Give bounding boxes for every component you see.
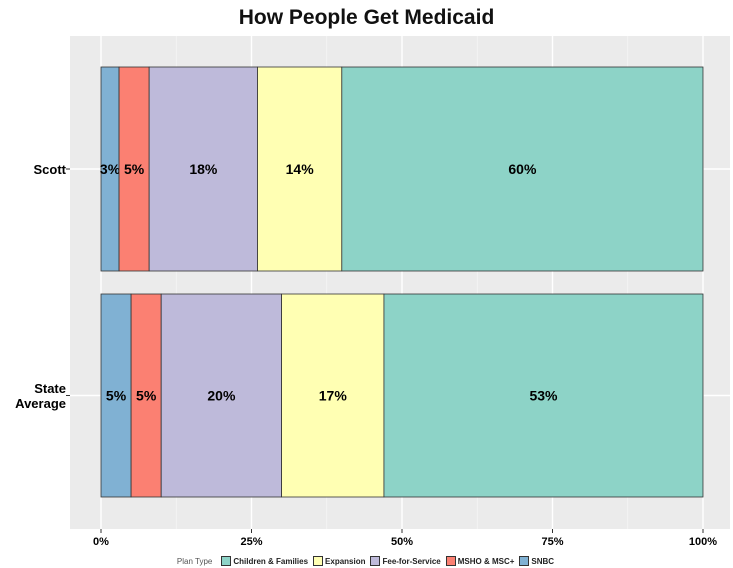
- data-label: 14%: [286, 161, 315, 177]
- x-tick-label: 75%: [541, 536, 563, 548]
- bar-expansion-state-average: [281, 293, 385, 498]
- data-label: 17%: [319, 388, 348, 404]
- bar-fee-for-service-state-average: [160, 293, 282, 498]
- x-tick-label: 0%: [93, 536, 109, 548]
- category-label: Average: [15, 396, 66, 411]
- legend-swatch-expansion: [313, 556, 324, 566]
- legend-title: Plan Type: [176, 556, 213, 566]
- legend-item-snbc: SNBC: [519, 556, 554, 566]
- legend-swatch-snbc: [519, 556, 530, 566]
- bar-fee-for-service-scott: [148, 66, 258, 272]
- data-label: 60%: [508, 161, 537, 177]
- category-label: State: [34, 381, 66, 396]
- data-label: 3%: [100, 161, 121, 177]
- legend-label-msho-msc: MSHO & MSC+: [457, 556, 515, 566]
- data-label: 5%: [124, 161, 145, 177]
- data-label: 5%: [106, 388, 127, 404]
- bar-msho-msc-scott: [118, 66, 150, 272]
- chart-title: How People Get Medicaid: [238, 6, 495, 29]
- bar-children-families-scott: [341, 66, 704, 272]
- bar-expansion-scott: [257, 66, 343, 272]
- legend-item-expansion: Expansion: [313, 556, 365, 566]
- bar-children-families-state-average: [383, 293, 704, 498]
- legend-item-fee-for-service: Fee-for-Service: [370, 556, 441, 566]
- legend-item-children-families: Children & Families: [221, 556, 308, 566]
- legend-swatch-children-families: [221, 556, 232, 566]
- legend-label-fee-for-service: Fee-for-Service: [382, 556, 441, 566]
- legend-item-msho-msc: MSHO & MSC+: [445, 556, 515, 566]
- legend-label-expansion: Expansion: [325, 556, 366, 566]
- x-tick-label: 50%: [391, 536, 413, 548]
- legend-label-snbc: SNBC: [531, 556, 555, 566]
- data-label: 20%: [207, 388, 236, 404]
- bar-msho-msc-state-average: [130, 293, 162, 498]
- legend-swatch-msho-msc: [445, 556, 456, 566]
- data-label: 18%: [189, 161, 218, 177]
- data-label: 53%: [529, 388, 558, 404]
- x-tick-label: 100%: [689, 536, 717, 548]
- category-label: Scott: [34, 162, 67, 177]
- x-tick-label: 25%: [240, 536, 262, 548]
- legend: Plan Type Children & Families Expansion …: [0, 554, 733, 568]
- legend-label-children-families: Children & Families: [233, 556, 309, 566]
- data-label: 5%: [136, 388, 157, 404]
- bar-snbc-state-average: [100, 293, 132, 498]
- legend-swatch-fee-for-service: [370, 556, 381, 566]
